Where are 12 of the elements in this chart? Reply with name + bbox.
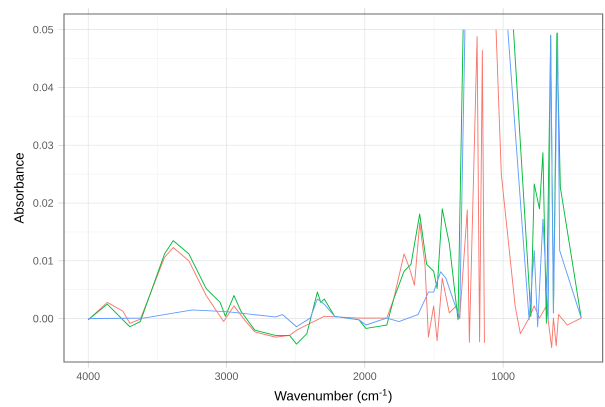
y-tick-label: 0.03 bbox=[33, 141, 54, 149]
y-tick-label: 0.05 bbox=[33, 26, 54, 34]
x-axis-title: Wavenumber (cm$^{-1}$) bbox=[274, 389, 392, 404]
y-tick-label: 0.04 bbox=[33, 84, 54, 92]
y-tick-label: 0.02 bbox=[33, 199, 54, 207]
y-tick-label: 0.00 bbox=[33, 314, 54, 322]
x-tick-label: 3000 bbox=[215, 372, 238, 380]
x-tick-label: 2000 bbox=[353, 372, 376, 380]
y-tick-label: 0.01 bbox=[33, 257, 54, 265]
x-tick-label: 4000 bbox=[76, 372, 100, 380]
x-tick-label: 1000 bbox=[492, 372, 515, 380]
y-axis-title: Absorbance bbox=[14, 153, 24, 224]
